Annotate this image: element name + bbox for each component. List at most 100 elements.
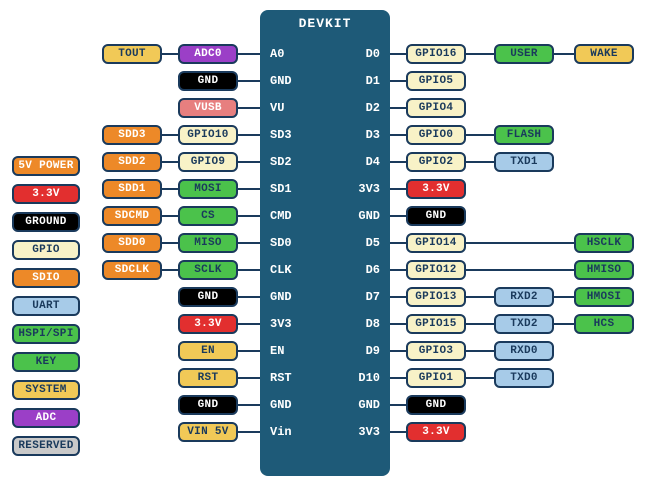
pin-gpio16: GPIO16: [406, 44, 466, 64]
chip-row: SD3D3: [260, 125, 390, 145]
connector-line: [390, 404, 406, 406]
chip-row: Vin3V3: [260, 422, 390, 442]
pin-slot: 3.3V: [178, 314, 244, 334]
chip-pin-right: D0: [340, 44, 380, 64]
connector-line: [466, 350, 494, 352]
chip-pin-right: D9: [340, 341, 380, 361]
pin-slot: MOSI: [178, 179, 244, 199]
pin-sdd0: SDD0: [102, 233, 162, 253]
pin-slot: [494, 179, 560, 199]
pin-slot: GPIO13: [406, 287, 472, 307]
pin-mosi: MOSI: [178, 179, 238, 199]
chip-row: GNDGND: [260, 395, 390, 415]
chip-pin-right: GND: [340, 395, 380, 415]
connector-line: [390, 242, 406, 244]
pin-slot: [574, 152, 640, 172]
chip-pin-left: Vin: [270, 422, 310, 442]
connector-line: [554, 53, 574, 55]
pin-slot: GPIO5: [406, 71, 472, 91]
pin-col-left-inner: ADC0 GND VUSB GPIO10 GPIO9 MOSI CS MISO SCLK GND 3…: [178, 44, 244, 442]
pin-gpio12: GPIO12: [406, 260, 466, 280]
pin-slot: GND: [178, 287, 244, 307]
connector-line: [466, 269, 574, 271]
legend-gpio: GPIO: [12, 240, 80, 260]
pin-slot: RST: [178, 368, 244, 388]
connector-line: [554, 323, 574, 325]
pin-slot: [494, 71, 560, 91]
pin-slot: ADC0: [178, 44, 244, 64]
pin-slot: SDD1: [102, 179, 168, 199]
pin-gnd: GND: [406, 206, 466, 226]
pin-slot: [102, 341, 168, 361]
pin-slot: [102, 287, 168, 307]
connector-line: [390, 80, 406, 82]
connector-line: [162, 242, 178, 244]
pin-slot: USER: [494, 44, 560, 64]
pin-slot: SDD0: [102, 233, 168, 253]
pin-txd1: TXD1: [494, 152, 554, 172]
connector-line: [238, 377, 260, 379]
pin-slot: WAKE: [574, 44, 640, 64]
chip-pin-right: D2: [340, 98, 380, 118]
chip-row: END9: [260, 341, 390, 361]
chip-row: GNDD7: [260, 287, 390, 307]
connector-line: [238, 350, 260, 352]
connector-line: [390, 215, 406, 217]
connector-line: [390, 107, 406, 109]
pin-slot: SDD3: [102, 125, 168, 145]
chip-pin-left: SD3: [270, 125, 310, 145]
pin-slot: [102, 422, 168, 442]
pin-gnd: GND: [178, 395, 238, 415]
connector-line: [162, 269, 178, 271]
pin-sclk: SCLK: [178, 260, 238, 280]
pin-slot: GPIO0: [406, 125, 472, 145]
connector-line: [238, 431, 260, 433]
pin-slot: GND: [406, 206, 472, 226]
pin-gpio14: GPIO14: [406, 233, 466, 253]
pin-vusb: VUSB: [178, 98, 238, 118]
pin-gpio13: GPIO13: [406, 287, 466, 307]
chip-pin-left: GND: [270, 71, 310, 91]
chip-pin-labels: A0D0GNDD1VUD2SD3D3SD2D4SD13V3CMDGNDSD0D5…: [260, 44, 390, 442]
pin-gpio10: GPIO10: [178, 125, 238, 145]
connector-line: [162, 161, 178, 163]
pin-slot: [574, 125, 640, 145]
pin-rxd0: RXD0: [494, 341, 554, 361]
pin-tout: TOUT: [102, 44, 162, 64]
chip-pin-right: D8: [340, 314, 380, 334]
pin-gpio9: GPIO9: [178, 152, 238, 172]
pin-slot: [102, 314, 168, 334]
pin-sdd2: SDD2: [102, 152, 162, 172]
connector-line: [390, 269, 406, 271]
chip-row: GNDD1: [260, 71, 390, 91]
pin-slot: FLASH: [494, 125, 560, 145]
connector-line: [466, 53, 494, 55]
pin-slot: [574, 422, 640, 442]
connector-line: [466, 323, 494, 325]
pin-slot: MISO: [178, 233, 244, 253]
pin-slot: [494, 206, 560, 226]
pin-slot: [102, 98, 168, 118]
pin-slot: VIN 5V: [178, 422, 244, 442]
chip-row: 3V3 D8: [260, 314, 390, 334]
connector-line: [390, 377, 406, 379]
pin-hmiso: HMISO: [574, 260, 634, 280]
pin-slot: VUSB: [178, 98, 244, 118]
legend-5v-power: 5V POWER: [12, 156, 80, 176]
pin-slot: EN: [178, 341, 244, 361]
pin-slot: GPIO4: [406, 98, 472, 118]
chip-pin-left: 3V3: [270, 314, 310, 334]
chip-pin-left: CLK: [270, 260, 310, 280]
connector-line: [238, 134, 260, 136]
pin-slot: [574, 368, 640, 388]
pin-hsclk: HSCLK: [574, 233, 634, 253]
pin-gnd: GND: [178, 71, 238, 91]
pin-vin-5v: VIN 5V: [178, 422, 238, 442]
pin-gnd: GND: [406, 395, 466, 415]
chip-pin-left: SD0: [270, 233, 310, 253]
pin-hcs: HCS: [574, 314, 634, 334]
pin-slot: [494, 98, 560, 118]
pin-slot: CS: [178, 206, 244, 226]
chip-pin-left: VU: [270, 98, 310, 118]
pin-gpio0: GPIO0: [406, 125, 466, 145]
